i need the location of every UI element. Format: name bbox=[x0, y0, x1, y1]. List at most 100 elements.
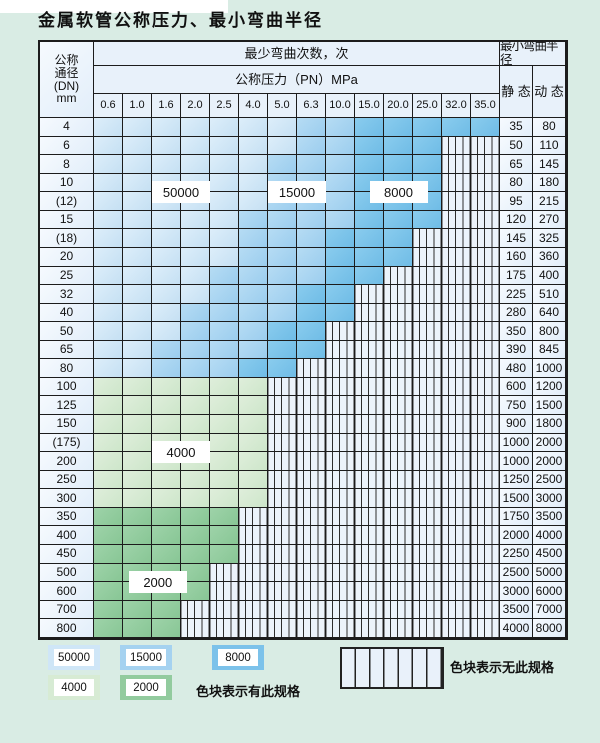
static-radius-cell: 1000 bbox=[500, 452, 533, 471]
no-spec-cell bbox=[355, 526, 384, 545]
cycle-cell bbox=[210, 192, 239, 211]
no-spec-cell bbox=[268, 563, 297, 583]
cycle-cell bbox=[210, 229, 239, 248]
no-spec-cell bbox=[471, 285, 500, 304]
cycle-cell bbox=[181, 396, 210, 415]
dynamic-radius-cell: 640 bbox=[533, 303, 566, 323]
cycles-header-cell: 最少弯曲次数，次 bbox=[94, 42, 500, 66]
no-spec-cell bbox=[355, 452, 384, 471]
dn-cell: 100 bbox=[40, 377, 94, 397]
no-spec-cell bbox=[326, 489, 355, 508]
dynamic-radius-cell: 400 bbox=[533, 266, 566, 286]
cycle-cell bbox=[94, 600, 123, 620]
static-radius-cell: 2500 bbox=[500, 563, 533, 583]
cycle-cell bbox=[181, 544, 210, 564]
no-spec-cell bbox=[297, 544, 326, 564]
no-spec-cell bbox=[239, 563, 268, 583]
no-spec-cell bbox=[413, 396, 442, 415]
no-spec-cell bbox=[239, 619, 268, 638]
cycle-cell bbox=[152, 359, 181, 378]
no-spec-cell bbox=[471, 266, 500, 286]
cycle-cell bbox=[94, 582, 123, 601]
cycle-cell bbox=[471, 118, 500, 137]
no-spec-cell bbox=[355, 340, 384, 360]
no-spec-cell bbox=[297, 507, 326, 527]
no-spec-cell bbox=[355, 507, 384, 527]
cycle-cell bbox=[181, 155, 210, 174]
cycle-cell bbox=[181, 377, 210, 397]
no-spec-cell bbox=[442, 229, 471, 248]
cycle-cell bbox=[239, 266, 268, 286]
cycle-cell bbox=[297, 340, 326, 360]
cycle-cell bbox=[210, 136, 239, 156]
cycle-cell bbox=[239, 470, 268, 490]
cycle-cell bbox=[297, 210, 326, 230]
cycle-cell bbox=[268, 322, 297, 341]
dn-cell: 80 bbox=[40, 359, 94, 378]
no-spec-cell bbox=[326, 359, 355, 378]
cycle-cell bbox=[94, 155, 123, 174]
cycle-cell bbox=[94, 396, 123, 415]
pressure-col-header: 2.0 bbox=[181, 94, 210, 118]
no-spec-cell bbox=[442, 266, 471, 286]
no-spec-cell bbox=[384, 563, 413, 583]
no-spec-cell bbox=[355, 377, 384, 397]
dn-cell: 20 bbox=[40, 247, 94, 267]
cycle-cell bbox=[94, 229, 123, 248]
cycle-cell bbox=[268, 266, 297, 286]
cycle-cell bbox=[239, 229, 268, 248]
dn-cell: 40 bbox=[40, 303, 94, 323]
no-spec-cell bbox=[355, 415, 384, 434]
no-spec-cell bbox=[355, 285, 384, 304]
no-spec-cell bbox=[413, 340, 442, 360]
dynamic-radius-cell: 360 bbox=[533, 247, 566, 267]
dn-cell: 250 bbox=[40, 470, 94, 490]
cycle-cell bbox=[384, 247, 413, 267]
dn-cell: 25 bbox=[40, 266, 94, 286]
no-spec-cell bbox=[442, 582, 471, 601]
cycle-cell bbox=[239, 433, 268, 453]
no-spec-cell bbox=[471, 619, 500, 638]
static-radius-cell: 280 bbox=[500, 303, 533, 323]
cycle-cell bbox=[268, 285, 297, 304]
no-spec-cell bbox=[413, 322, 442, 341]
cycle-cell bbox=[384, 118, 413, 137]
legend-swatch-value: 4000 bbox=[54, 679, 94, 696]
pressure-col-header: 35.0 bbox=[471, 94, 500, 118]
dynamic-radius-cell: 3500 bbox=[533, 507, 566, 527]
no-spec-cell bbox=[268, 582, 297, 601]
cycle-cell bbox=[94, 470, 123, 490]
dynamic-radius-cell: 8000 bbox=[533, 619, 566, 638]
no-spec-cell bbox=[297, 470, 326, 490]
cycle-cell bbox=[268, 340, 297, 360]
no-spec-cell bbox=[442, 619, 471, 638]
cycle-cell bbox=[268, 155, 297, 174]
no-spec-cell bbox=[471, 173, 500, 193]
no-spec-cell bbox=[471, 544, 500, 564]
dynamic-radius-cell: 1800 bbox=[533, 415, 566, 434]
cycle-cell bbox=[413, 118, 442, 137]
cycle-cell bbox=[326, 118, 355, 137]
cycle-cell bbox=[210, 507, 239, 527]
cycle-cell bbox=[94, 303, 123, 323]
cycle-cell bbox=[123, 433, 152, 453]
no-spec-cell bbox=[239, 582, 268, 601]
cycle-cell bbox=[210, 526, 239, 545]
cycle-cell bbox=[152, 600, 181, 620]
dn-cell: 800 bbox=[40, 619, 94, 638]
no-spec-cell bbox=[384, 396, 413, 415]
cycle-cell bbox=[239, 359, 268, 378]
no-spec-cell bbox=[413, 247, 442, 267]
static-radius-cell: 145 bbox=[500, 229, 533, 248]
cycle-cell bbox=[152, 507, 181, 527]
cycle-cell bbox=[152, 489, 181, 508]
no-spec-cell bbox=[413, 619, 442, 638]
no-spec-cell bbox=[413, 600, 442, 620]
dn-cell: 125 bbox=[40, 396, 94, 415]
cycle-cell bbox=[355, 247, 384, 267]
no-spec-cell bbox=[355, 359, 384, 378]
static-radius-cell: 1000 bbox=[500, 433, 533, 453]
no-spec-cell bbox=[442, 192, 471, 211]
no-spec-swatch bbox=[340, 647, 444, 689]
cycle-cell bbox=[268, 303, 297, 323]
